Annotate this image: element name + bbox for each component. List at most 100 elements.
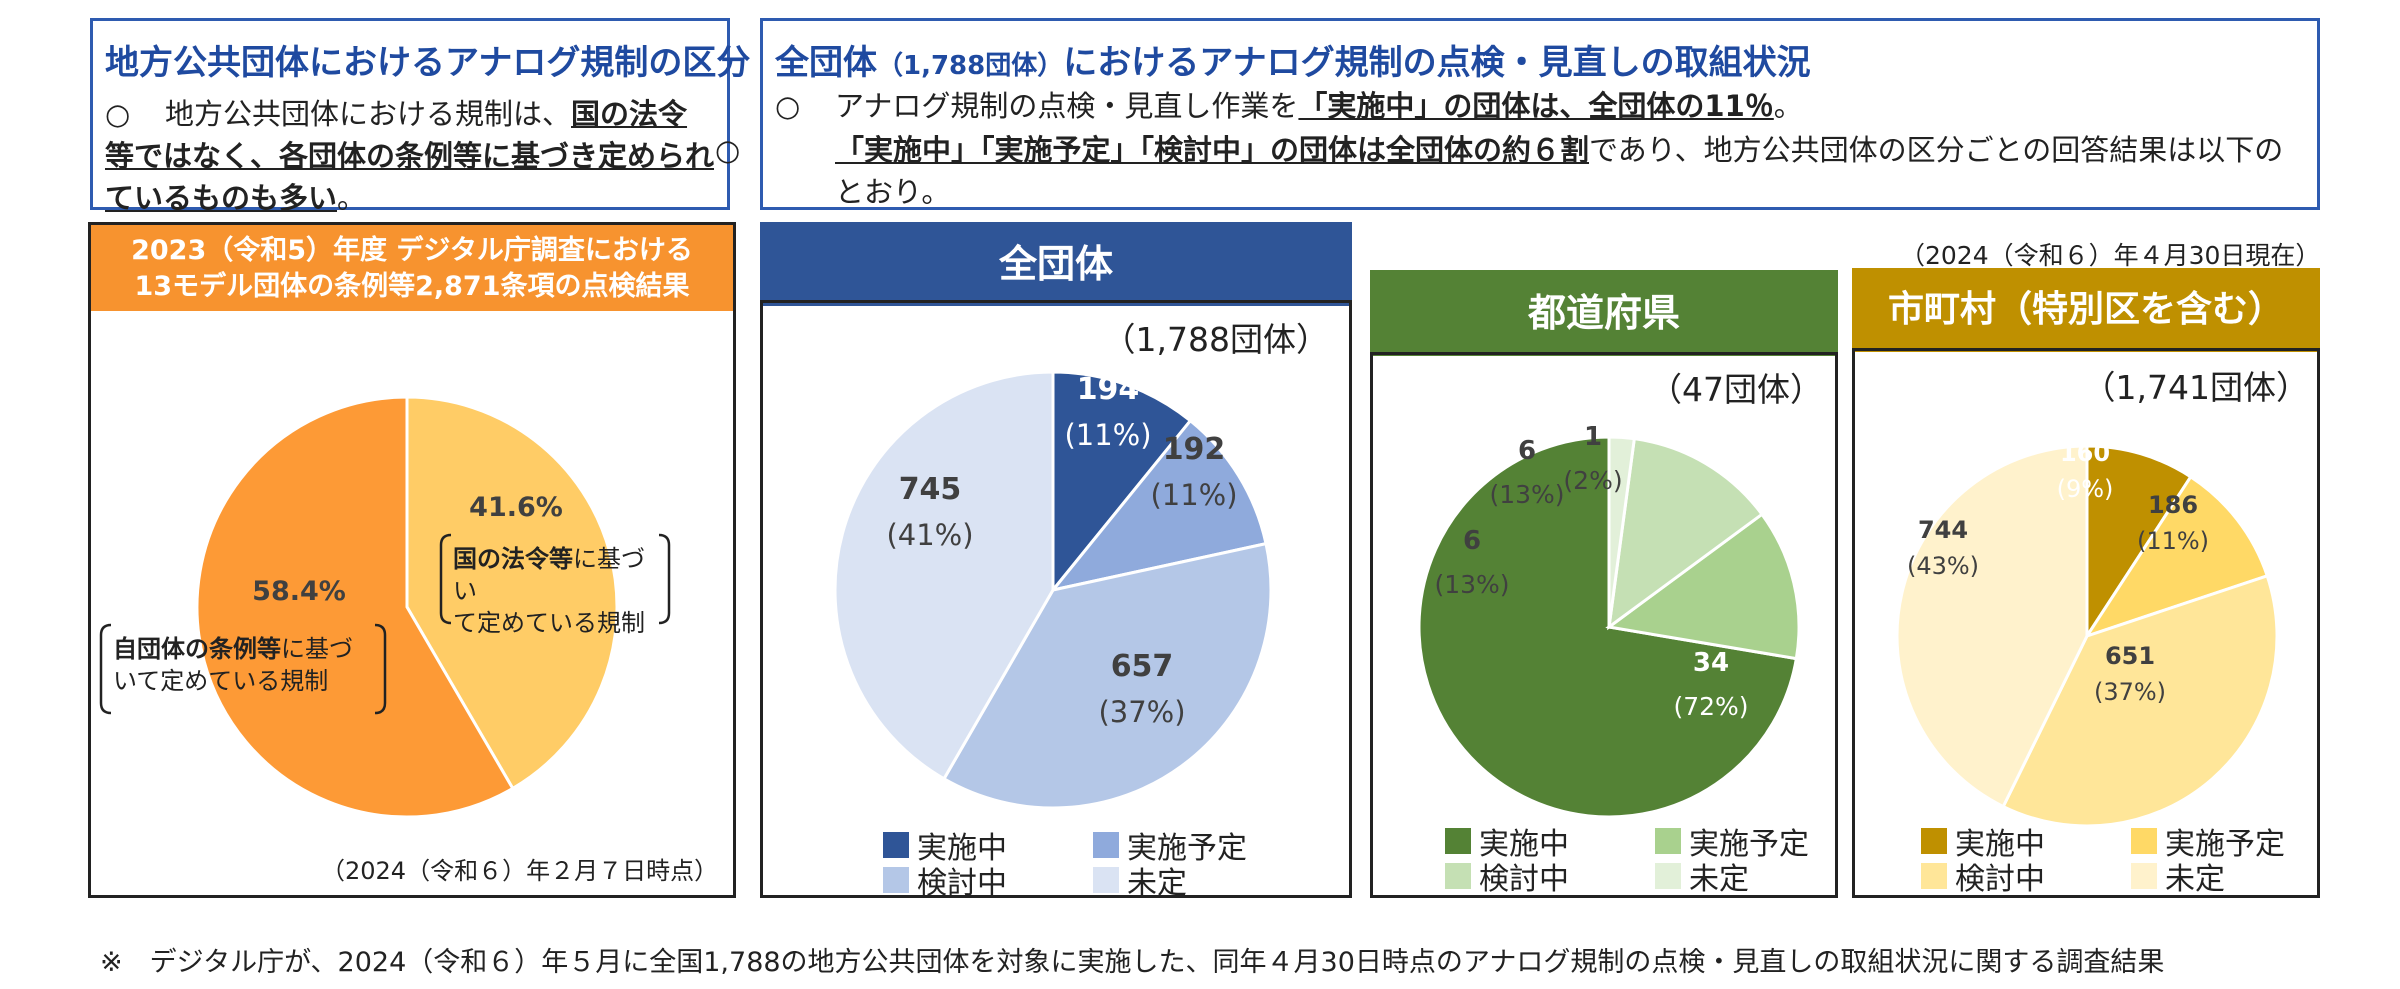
pie-slice-国の法令等に基づいて定めている規制 <box>405 395 619 791</box>
summary-box-classification-title: 地方公共団体におけるアナログ規制の区分 <box>105 43 751 83</box>
panel-all-header: 全団体 <box>760 222 1352 306</box>
bullet-icon: ○ <box>775 89 801 123</box>
legend-swatch <box>1445 828 1471 854</box>
panel-model-survey-header-line1: 2023（令和5）年度 デジタル庁調査における <box>131 235 693 266</box>
data-label: 41.6% <box>469 492 563 523</box>
data-label: 34 <box>1693 648 1729 678</box>
legend-swatch <box>1655 828 1681 854</box>
bracket-icon <box>99 623 387 715</box>
summary-box-status-title: 全団体（1,788団体）におけるアナログ規制の点検・見直しの取組状況 <box>775 35 1811 84</box>
data-label: 651 <box>2105 642 2155 670</box>
status-bullet-1-end: 。 <box>1773 89 1803 123</box>
panel-model-survey: 2023（令和5）年度 デジタル庁調査における 13モデル団体の条例等2,871… <box>88 222 736 898</box>
legend-item-未定: 未定 <box>2131 854 2225 898</box>
legend-prefecture: 実施中 実施予定検討中 未定 <box>1373 355 1835 898</box>
summary-box-classification: 地方公共団体におけるアナログ規制の区分 ○ 地方公共団体における規制は、国の法令等… <box>90 18 750 215</box>
legend-municipality: 実施中 実施予定検討中 未定 <box>1855 351 2317 898</box>
percent-label: (11%) <box>2137 527 2209 555</box>
legend-swatch <box>1445 863 1471 889</box>
legend-item-実施中: 実施中 <box>1445 819 1569 863</box>
legend-swatch <box>1655 863 1681 889</box>
annotation-own-ordinance-rest2: いて定めている規制 <box>113 667 329 695</box>
pie-slice-未定 <box>833 370 1055 781</box>
pie-slice-実施中 <box>2085 444 2193 642</box>
percent-label: (13%) <box>1489 480 1564 509</box>
percent-label: (11%) <box>1150 478 1237 512</box>
annotation-national-law-rest2: て定めている規制 <box>453 609 645 637</box>
percent-label: (13%) <box>1434 570 1509 599</box>
percent-label: (43%) <box>1907 552 1979 580</box>
legend-swatch <box>1093 832 1119 858</box>
legend-swatch <box>2131 863 2157 889</box>
legend-label: 実施予定 <box>2165 827 2285 862</box>
legend-swatch <box>2131 828 2157 854</box>
panel-all-total: （1,788団体） <box>1102 320 1329 359</box>
regulation-text-end: 。 <box>337 181 367 215</box>
pie-slice-検討中 <box>1607 437 1765 631</box>
legend-item-検討中: 検討中 <box>1445 854 1569 898</box>
legend-item-未定: 未定 <box>1655 854 1749 898</box>
pie-chart-prefecture: 34 (72%) 6 (13%) 6 (13%) 1 (2%) <box>1417 422 1801 819</box>
data-label: 194 <box>1077 372 1140 407</box>
status-bullet-2-plain: であり、地方公共団体の区分ごとの回答結果は以下のとおり。 <box>835 133 2284 209</box>
panel-municipality: （1,741団体） 160 (9%) 186 (11%) 651 (37%) 744 (43%… <box>1852 348 2320 898</box>
pie-slice-検討中 <box>941 541 1273 810</box>
data-label: 745 <box>899 472 962 507</box>
legend-item-実施中: 実施中 <box>883 823 1007 867</box>
data-label: 192 <box>1163 432 1226 467</box>
status-bullet-2-bold: 「実施中」「実施予定」「検討中」の団体は全団体の約６割 <box>835 133 1590 167</box>
percent-label: (72%) <box>1673 692 1748 721</box>
survey-date-label: （2024（令和６）年４月30日現在） <box>1900 241 2321 270</box>
legend-item-実施予定: 実施予定 <box>1093 823 1247 867</box>
legend-label: 検討中 <box>917 866 1007 901</box>
status-title-a: 全団体 <box>775 43 877 83</box>
legend-all: 実施中 実施予定検討中 未定 <box>763 303 1349 901</box>
panel-municipality-header: 市町村（特別区を含む） <box>1852 268 2320 352</box>
pie-slice-実施予定 <box>1049 418 1268 593</box>
legend-swatch <box>883 867 909 893</box>
panel-prefecture: （47団体） 34 (72%) 6 (13%) 6 (13%) 1 (2%) 実施中 実施予定検… <box>1370 352 1838 898</box>
data-label: 6 <box>1463 526 1481 556</box>
status-bullet-1-bold: 「実施中」の団体は、全団体の11％ <box>1298 89 1774 123</box>
footnote: ※ デジタル庁が、2024（令和６）年５月に全国1,788の地方公共団体を対象に… <box>100 947 2165 978</box>
legend-label: 実施中 <box>917 831 1007 866</box>
data-label: 160 <box>2060 439 2110 467</box>
legend-label: 未定 <box>1689 862 1749 897</box>
data-label: 744 <box>1918 516 1968 544</box>
panel-model-survey-header-line2: 13モデル団体の条例等2,871条項の点検結果 <box>134 271 690 302</box>
annotation-own-ordinance-rest1: に基づ <box>281 635 353 663</box>
status-bullet-1: ○ アナログ規制の点検・見直し作業を「実施中」の団体は、全団体の11％。 <box>775 85 2305 127</box>
legend-swatch <box>1093 867 1119 893</box>
data-label: 657 <box>1111 649 1174 684</box>
legend-label: 実施予定 <box>1127 831 1247 866</box>
panel-model-survey-header: 2023（令和5）年度 デジタル庁調査における 13モデル団体の条例等2,871… <box>91 225 733 311</box>
bracket-icon <box>439 533 671 625</box>
percent-label: (37%) <box>1098 695 1185 729</box>
legend-label: 実施予定 <box>1689 827 1809 862</box>
annotation-own-ordinance-bold: 自団体の条例等 <box>113 635 281 663</box>
legend-swatch <box>1921 863 1947 889</box>
legend-item-実施予定: 実施予定 <box>2131 819 2285 863</box>
legend-item-未定: 未定 <box>1093 858 1187 902</box>
panel-prefecture-total: （47団体） <box>1649 370 1823 409</box>
legend-swatch <box>883 832 909 858</box>
percent-label: (37%) <box>2094 678 2166 706</box>
pie-slice-実施中 <box>1051 370 1193 595</box>
percent-label: (2%) <box>1563 466 1622 495</box>
regulation-text-plain: 地方公共団体における規制は、 <box>165 97 572 131</box>
status-title-c: におけるアナログ規制の点検・見直しの取組状況 <box>1063 43 1811 83</box>
legend-label: 検討中 <box>1955 862 2045 897</box>
panel-municipality-total: （1,741団体） <box>2082 368 2309 407</box>
panel-all: （1,788団体） 194 (11%) 192 (11%) 657 (37%) 745 (41… <box>760 300 1352 901</box>
annotation-national-law-rest1: に基づい <box>453 545 645 605</box>
percent-label: (11%) <box>1064 418 1151 452</box>
data-label: 6 <box>1518 436 1536 466</box>
percent-label: (41%) <box>886 518 973 552</box>
legend-item-実施中: 実施中 <box>1921 819 2045 863</box>
status-bullet-1-plain: アナログ規制の点検・見直し作業を <box>835 89 1299 123</box>
pie-slice-検討中 <box>2001 573 2279 828</box>
legend-label: 実施中 <box>1955 827 2045 862</box>
annotation-national-law: 国の法令等に基づい て定めている規制 <box>439 533 671 637</box>
bullet-icon: ○ <box>105 97 131 131</box>
annotation-national-law-bold: 国の法令等 <box>453 545 573 573</box>
